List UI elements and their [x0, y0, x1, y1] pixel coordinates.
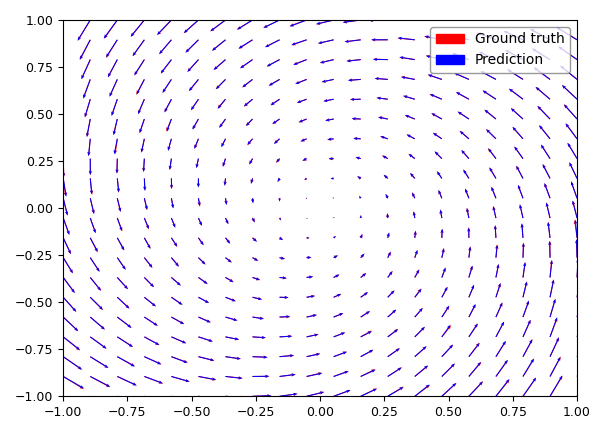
Legend: Ground truth, Prediction: Ground truth, Prediction [430, 27, 570, 73]
